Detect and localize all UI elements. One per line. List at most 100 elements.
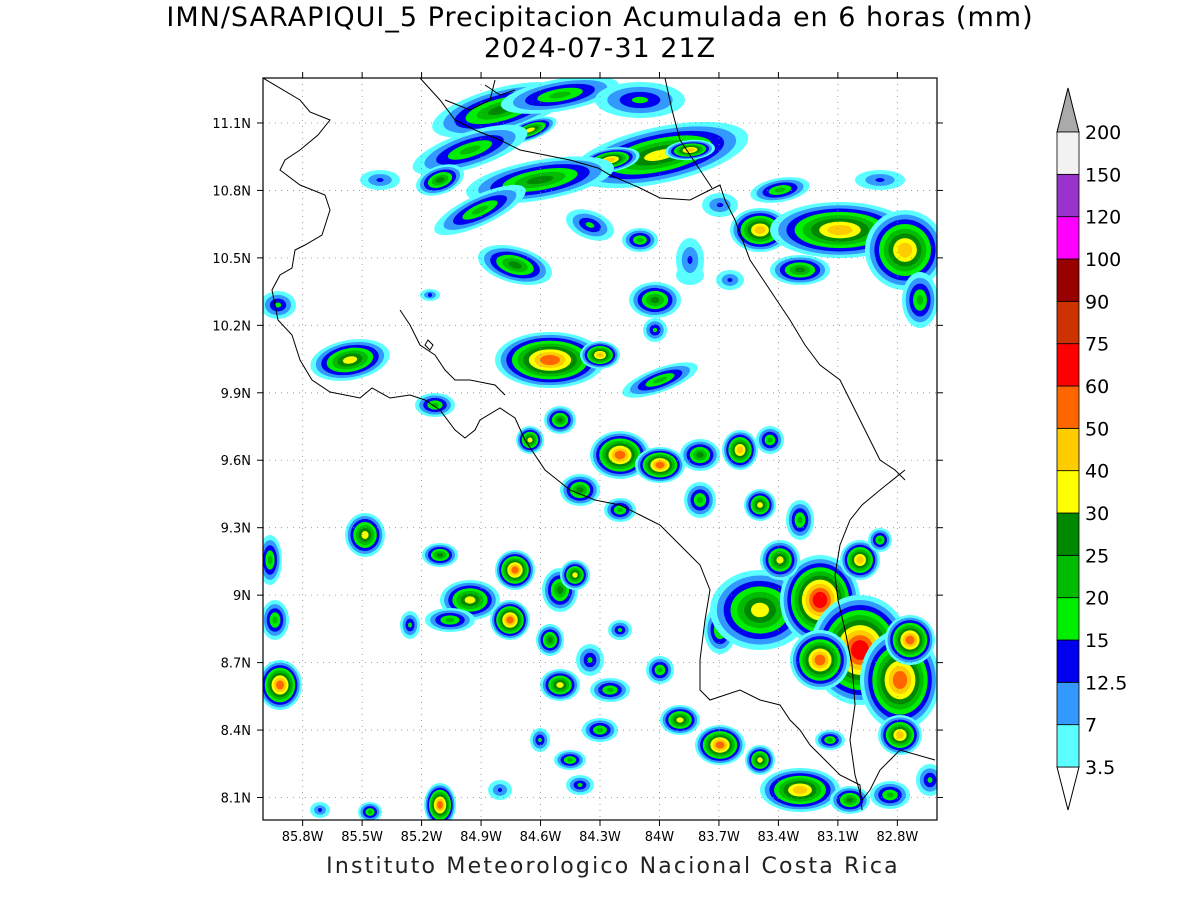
lat-tick-label: 9.9N <box>221 387 251 402</box>
precip-cell <box>445 617 455 623</box>
precip-cell <box>497 788 503 792</box>
precip-cell <box>727 278 733 282</box>
colorbar-label: 60 <box>1085 376 1109 398</box>
colorbar-swatch <box>1056 131 1080 175</box>
colorbar-swatch <box>1056 681 1080 726</box>
precip-cell <box>367 810 373 814</box>
precip-cell <box>508 261 522 269</box>
lat-tick-label: 10.2N <box>212 319 251 334</box>
precip-cell <box>687 256 693 264</box>
precip-cell <box>886 792 894 798</box>
precip-cell <box>774 187 786 193</box>
precip-cell <box>856 556 864 564</box>
precip-cell <box>736 446 744 454</box>
precip-cell <box>437 801 443 809</box>
coastline <box>484 84 516 96</box>
precip-cell <box>754 226 766 234</box>
precip-cell <box>827 738 833 742</box>
precip-cell <box>812 591 828 609</box>
precip-cell <box>916 294 924 306</box>
precip-cell <box>851 640 869 660</box>
colorbar-swatch <box>1056 258 1080 302</box>
grid-lines <box>263 78 937 820</box>
precip-cell <box>526 175 554 185</box>
precip-cell <box>549 91 571 99</box>
lon-tick-label: 85.5W <box>341 830 383 845</box>
colorbar-label: 100 <box>1085 249 1121 271</box>
colorbar-swatch <box>1056 597 1080 641</box>
colorbar-swatch <box>1056 300 1080 345</box>
precip-cell <box>540 354 560 366</box>
precip-cell <box>436 552 444 558</box>
colorbar-label: 50 <box>1085 418 1109 440</box>
precip-cell <box>527 437 533 443</box>
precip-cell <box>652 327 658 333</box>
coastline <box>419 78 906 481</box>
lon-tick-label: 82.8W <box>876 830 918 845</box>
colorbar-swatch <box>1056 216 1080 260</box>
precip-cell <box>606 687 614 693</box>
precip-cell <box>792 786 808 794</box>
precip-cell <box>506 616 514 624</box>
precip-cell <box>572 572 578 578</box>
precip-cell <box>697 496 703 504</box>
precip-cell <box>905 635 915 645</box>
lon-tick-label: 83.1W <box>817 830 859 845</box>
precip-cell <box>827 224 853 236</box>
colorbar-label: 15 <box>1085 630 1109 652</box>
precip-cell <box>614 450 626 460</box>
colorbar-swatch <box>1056 343 1080 387</box>
precip-cell <box>556 586 564 594</box>
precip-cell <box>653 376 667 384</box>
precip-cell <box>636 237 644 243</box>
precip-cell <box>267 555 273 565</box>
precip-cell <box>585 222 595 228</box>
precip-cell <box>576 487 584 493</box>
precip-cell <box>428 293 432 297</box>
precip-cell <box>376 178 384 182</box>
coastline <box>834 469 906 801</box>
precip-cell <box>776 556 784 564</box>
precip-cell <box>892 671 908 689</box>
precip-cell <box>525 127 535 133</box>
precip-cell <box>567 758 573 762</box>
colorbar-swatch <box>1056 724 1080 768</box>
precip-cell <box>342 356 358 364</box>
precip-cell <box>511 566 519 574</box>
precip-cell <box>318 808 322 812</box>
precip-cell <box>617 628 623 632</box>
precip-cell <box>927 777 933 783</box>
colorbar-label: 3.5 <box>1085 757 1115 779</box>
precip-cell <box>657 667 663 673</box>
precip-cell <box>751 602 769 618</box>
colorbar-label: 40 <box>1085 461 1109 483</box>
precip-cell <box>696 452 704 458</box>
precip-cell <box>757 757 763 763</box>
colorbar-label: 12.5 <box>1085 672 1127 694</box>
precip-cell <box>587 657 593 663</box>
map-title: IMN/SARAPIQUI_5 Precipitacion Acumulada … <box>0 2 1200 64</box>
lat-tick-label: 11.1N <box>212 117 251 132</box>
colorbar-label: 200 <box>1085 122 1121 144</box>
precip-cell <box>716 202 724 208</box>
precipitation-field <box>263 78 937 820</box>
title-line-2: 2024-07-31 21Z <box>483 33 717 64</box>
precip-cell <box>577 783 583 787</box>
precip-cell <box>547 637 553 643</box>
precip-cell <box>408 622 412 628</box>
precip-cell <box>272 616 278 624</box>
precip-cell <box>676 717 684 723</box>
precip-cell <box>471 205 489 215</box>
colorbar-under-arrow <box>1056 766 1080 811</box>
lon-tick-label: 84.9W <box>460 830 502 845</box>
title-line-1: IMN/SARAPIQUI_5 Precipitacion Acumulada … <box>166 2 1034 33</box>
lon-tick-label: 84.3W <box>579 830 621 845</box>
lat-tick-label: 9.3N <box>221 522 251 537</box>
coastline <box>861 749 936 801</box>
colorbar-swatch <box>1056 554 1080 599</box>
colorbar-label: 20 <box>1085 588 1109 610</box>
colorbar-swatch <box>1056 173 1080 218</box>
lon-tick-label: 84.6W <box>520 830 562 845</box>
precip-cell <box>617 507 623 513</box>
